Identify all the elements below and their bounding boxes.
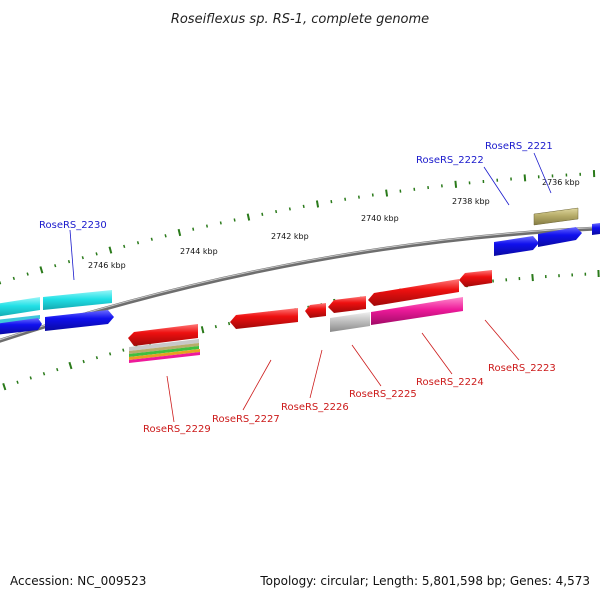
tick-mark — [12, 276, 16, 281]
tick-mark — [16, 380, 19, 384]
green-gene[interactable] — [129, 346, 199, 357]
orange-gene[interactable] — [129, 349, 200, 360]
red-gene[interactable] — [368, 279, 459, 306]
gene-label-roseRS-2223[interactable]: RoseRS_2223 — [488, 363, 556, 374]
tick-mark — [385, 189, 389, 197]
gene-label-roseRS-2225[interactable]: RoseRS_2225 — [349, 389, 417, 400]
gray-gene[interactable] — [330, 312, 370, 332]
tick-mark — [108, 352, 112, 356]
magenta-gene[interactable] — [371, 297, 463, 325]
olive-gene[interactable] — [129, 343, 199, 354]
olive-gene[interactable] — [533, 207, 579, 226]
tick-mark — [357, 195, 360, 199]
tick-mark — [95, 356, 99, 360]
red-gene[interactable] — [128, 324, 198, 346]
blue-gene[interactable] — [0, 318, 42, 335]
tick-mark — [288, 207, 291, 211]
gray-gene[interactable] — [129, 339, 199, 351]
tick-mark — [177, 228, 182, 237]
accession-text: Accession: NC_009523 — [10, 574, 147, 588]
gene-label-roseRS-2229[interactable]: RoseRS_2229 — [143, 424, 211, 435]
tick-mark — [523, 174, 527, 182]
tick-mark — [200, 326, 205, 334]
tick-mark — [233, 218, 236, 222]
tick-mark — [81, 256, 84, 260]
tick-mark — [164, 234, 167, 238]
gene-label-roseRS-2224[interactable]: RoseRS_2224 — [416, 377, 484, 388]
cyan-gene-upper[interactable] — [43, 290, 112, 310]
genome-summary-text: Topology: circular; Length: 5,801,598 bp… — [260, 574, 590, 588]
tick-mark — [2, 382, 7, 391]
tick-mark — [227, 321, 231, 326]
blue-gene[interactable] — [494, 236, 539, 256]
gene-label-roseRS-2227[interactable]: RoseRS_2227 — [212, 414, 280, 425]
tick-label-2740: 2740 kbp — [361, 214, 399, 223]
red-gene[interactable] — [328, 296, 366, 313]
tick-mark — [454, 180, 458, 188]
tick-label-2742: 2742 kbp — [271, 232, 309, 241]
tick-mark — [136, 241, 140, 245]
tick-mark — [123, 244, 126, 248]
red-gene[interactable] — [305, 303, 326, 318]
tick-label-2746: 2746 kbp — [88, 261, 126, 270]
tick-mark — [42, 372, 46, 376]
tick-ring-upper — [0, 170, 596, 285]
tick-mark — [275, 209, 278, 214]
tick-label-2736: 2736 kbp — [542, 178, 580, 187]
tick-mark — [68, 361, 73, 370]
tick-mark — [82, 359, 85, 364]
tick-mark — [108, 246, 113, 254]
tick-mark — [95, 252, 98, 256]
cyan-gene-upper[interactable] — [0, 297, 40, 317]
tick-mark — [205, 224, 209, 228]
cyan-gene-lower[interactable] — [0, 315, 40, 324]
tick-mark — [26, 272, 29, 276]
tick-mark — [261, 212, 264, 216]
blue-gene[interactable] — [538, 227, 582, 247]
tick-mark — [246, 213, 251, 221]
tick-mark — [315, 200, 320, 208]
gene-label-roseRS-2226[interactable]: RoseRS_2226 — [281, 402, 349, 413]
gene-label-roseRS-2222[interactable]: RoseRS_2222 — [416, 155, 484, 166]
tick-mark — [531, 274, 534, 282]
magenta-gene[interactable] — [129, 352, 200, 363]
tick-mark — [122, 348, 125, 352]
gene-label-roseRS-2221[interactable]: RoseRS_2221 — [485, 141, 553, 152]
leader-lines — [69, 152, 552, 423]
tick-mark — [330, 199, 333, 204]
map-title: Roseiflexus sp. RS-1, complete genome — [171, 12, 429, 27]
tick-mark — [214, 325, 217, 329]
red-gene[interactable] — [459, 270, 492, 287]
tick-mark — [192, 227, 195, 231]
gene-label-roseRS-2230[interactable]: RoseRS_2230 — [39, 220, 107, 231]
tick-mark — [54, 264, 57, 268]
tick-label-2744: 2744 kbp — [180, 247, 218, 256]
tick-mark — [39, 266, 44, 274]
tick-mark — [302, 204, 305, 209]
tick-mark — [344, 197, 347, 201]
tick-mark — [29, 376, 32, 380]
tick-mark — [219, 221, 222, 225]
red-gene[interactable] — [230, 308, 298, 329]
tick-label-2738: 2738 kbp — [452, 197, 490, 206]
tick-mark — [67, 260, 71, 264]
blue-gene[interactable] — [592, 223, 600, 235]
blue-gene[interactable] — [45, 310, 114, 331]
tick-mark — [56, 367, 59, 372]
tick-mark — [150, 237, 153, 241]
